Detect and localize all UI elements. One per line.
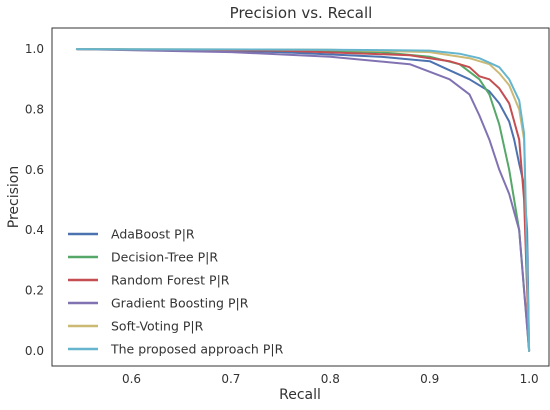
plot-frame [51, 27, 550, 367]
chart-title: Precision vs. Recall [230, 4, 373, 22]
series-line [75, 48, 531, 352]
x-tick-label: 0.6 [122, 372, 141, 386]
x-axis-label: Recall [279, 387, 321, 403]
x-ticks: 0.6 0.7 0.8 0.9 1.0 [122, 372, 539, 386]
legend: AdaBoost P|R Decision-Tree P|R Random Fore… [68, 227, 284, 357]
y-tick-label: 0.8 [25, 102, 44, 116]
y-tick-label: 1.0 [25, 42, 44, 56]
x-tick-label: 0.8 [321, 372, 340, 386]
y-tick-label: 0.2 [25, 284, 44, 298]
legend-label: Decision-Tree P|R [111, 250, 218, 265]
y-ticks: 0.0 0.2 0.4 0.6 0.8 1.0 [25, 42, 44, 358]
x-tick-label: 0.9 [420, 372, 439, 386]
series-line [75, 48, 531, 352]
legend-label: Soft-Voting P|R [111, 319, 204, 334]
y-tick-label: 0.6 [25, 163, 44, 177]
y-axis-label: Precision [6, 166, 22, 228]
legend-label: AdaBoost P|R [111, 227, 195, 242]
legend-label: Gradient Boosting P|R [111, 296, 249, 311]
series-line [75, 48, 531, 352]
series-lines [75, 48, 531, 352]
y-tick-label: 0.4 [25, 223, 44, 237]
legend-label: The proposed approach P|R [110, 342, 284, 357]
x-tick-label: 0.7 [221, 372, 240, 386]
x-tick-label: 1.0 [520, 372, 539, 386]
legend-label: Random Forest P|R [111, 273, 230, 288]
y-tick-label: 0.0 [25, 344, 44, 358]
